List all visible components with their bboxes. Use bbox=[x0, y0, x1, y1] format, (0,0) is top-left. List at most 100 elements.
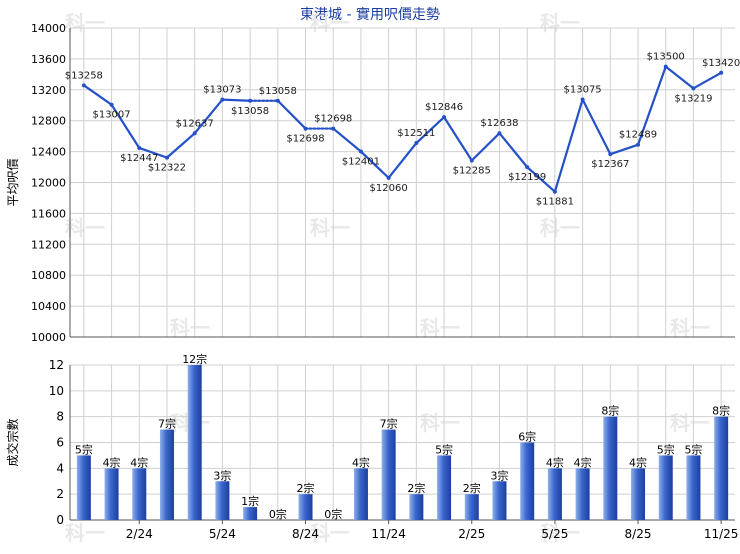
watermark-text: 科一 bbox=[540, 521, 580, 545]
volume-data-label: 1宗 bbox=[241, 494, 259, 508]
price-data-label: $12447 bbox=[120, 153, 158, 164]
price-y-tick-label: 10000 bbox=[31, 331, 66, 344]
volume-y-tick-label: 0 bbox=[56, 513, 64, 527]
price-data-label: $12367 bbox=[591, 159, 629, 170]
watermark-text: 科一 bbox=[540, 216, 580, 240]
price-data-label: $13500 bbox=[647, 52, 685, 63]
watermark-text: 科一 bbox=[310, 216, 350, 240]
watermark-text: 科一 bbox=[670, 411, 710, 435]
price-line-segment bbox=[553, 98, 584, 193]
price-y-tick-label: 12400 bbox=[31, 146, 66, 159]
volume-x-ticks: 2/24 5/24 8/24 11/24 2/25 5/25 8/25 11/25 bbox=[126, 520, 739, 541]
price-data-label: $12511 bbox=[397, 128, 435, 139]
volume-data-label: 3宗 bbox=[213, 468, 231, 482]
price-y-axis-label: 平均呎價 bbox=[6, 158, 20, 206]
price-point bbox=[81, 83, 86, 88]
volume-x-tick-label: 2/24 bbox=[126, 527, 153, 541]
price-data-label: $12401 bbox=[342, 157, 380, 168]
price-y-tick-label: 10800 bbox=[31, 269, 66, 282]
watermark-layer: 科一科一科一科一科一科一科一科一科一科一科一科一科一科一科一 bbox=[65, 11, 710, 545]
price-point bbox=[137, 145, 142, 150]
volume-data-label: 2宗 bbox=[407, 481, 425, 495]
price-point bbox=[469, 158, 474, 163]
price-data-label: $12285 bbox=[453, 165, 491, 176]
volume-x-tick-label: 2/25 bbox=[458, 527, 485, 541]
volume-bar bbox=[353, 468, 368, 520]
price-line-segment bbox=[636, 65, 667, 146]
volume-x-tick-label: 5/24 bbox=[209, 527, 236, 541]
volume-data-label: 4宗 bbox=[352, 455, 370, 469]
volume-y-tick-label: 4 bbox=[56, 461, 64, 475]
price-data-label: $12698 bbox=[314, 114, 352, 125]
watermark-text: 科一 bbox=[170, 316, 210, 340]
volume-data-label: 2宗 bbox=[463, 481, 481, 495]
price-y-tick-label: 12000 bbox=[31, 177, 66, 190]
price-line-segment bbox=[470, 132, 501, 162]
volume-data-label: 5宗 bbox=[684, 442, 702, 456]
price-line-segment bbox=[609, 143, 640, 156]
price-line-segment bbox=[82, 84, 113, 106]
volume-data-label: 4宗 bbox=[103, 455, 121, 469]
volume-x-tick-label: 11/25 bbox=[704, 527, 739, 541]
volume-bar bbox=[298, 494, 313, 520]
price-point bbox=[414, 141, 419, 146]
price-data-label: $13058 bbox=[259, 86, 297, 97]
volume-bar bbox=[437, 455, 452, 520]
volume-data-label: 5宗 bbox=[657, 442, 675, 456]
price-data-label: $11881 bbox=[536, 197, 574, 208]
watermark-text: 科一 bbox=[420, 411, 460, 435]
price-data-label: $12637 bbox=[176, 118, 214, 129]
volume-bar bbox=[104, 468, 119, 520]
price-point bbox=[220, 97, 225, 102]
price-y-tick-label: 10400 bbox=[31, 300, 66, 313]
price-line-segment bbox=[664, 65, 695, 90]
volume-data-labels: 5宗 4宗 4宗 7宗 12宗 3宗 1宗 0宗 2宗 0宗 4宗 7宗 2宗 5宗 2宗 3宗 6宗 4宗 4宗 8… bbox=[75, 352, 730, 521]
volume-data-label: 8宗 bbox=[601, 404, 619, 418]
price-data-label: $13073 bbox=[203, 85, 241, 96]
volume-bar bbox=[243, 507, 258, 520]
volume-bar bbox=[547, 468, 562, 520]
price-point bbox=[608, 152, 613, 157]
price-line-segment bbox=[359, 150, 390, 179]
chart-title: 東港城 - 實用呎價走勢 bbox=[300, 6, 440, 23]
volume-data-label: 12宗 bbox=[182, 352, 207, 366]
price-line-segment bbox=[498, 132, 529, 169]
price-point bbox=[386, 175, 391, 180]
price-line-segment bbox=[415, 116, 446, 145]
volume-bar bbox=[714, 416, 729, 520]
watermark-text: 科一 bbox=[310, 11, 350, 35]
watermark-text: 科一 bbox=[670, 316, 710, 340]
volume-bar bbox=[492, 481, 507, 520]
price-y-tick-label: 14000 bbox=[31, 22, 66, 35]
price-point bbox=[497, 131, 502, 136]
volume-data-label: 5宗 bbox=[75, 442, 93, 456]
price-data-label: $12846 bbox=[425, 102, 463, 113]
volume-data-label: 2宗 bbox=[297, 481, 315, 495]
price-y-tick-label: 11200 bbox=[31, 238, 66, 251]
price-line-segment bbox=[332, 127, 363, 153]
price-point bbox=[719, 70, 724, 75]
price-point bbox=[192, 131, 197, 136]
price-y-ticks: 10000 10400 10800 11200 11600 12000 12400 12800… bbox=[31, 22, 66, 344]
volume-data-label: 3宗 bbox=[490, 468, 508, 482]
price-line-segment bbox=[193, 98, 224, 135]
price-data-label: $12322 bbox=[148, 163, 186, 174]
volume-x-tick-label: 8/25 bbox=[625, 527, 652, 541]
price-point bbox=[303, 126, 308, 131]
watermark-text: 科一 bbox=[65, 11, 105, 35]
price-line-segment bbox=[526, 166, 556, 193]
volume-data-label: 5宗 bbox=[435, 442, 453, 456]
volume-data-label: 7宗 bbox=[380, 417, 398, 431]
volume-bar bbox=[464, 494, 479, 520]
volume-bar bbox=[520, 442, 535, 520]
price-data-label: $12489 bbox=[619, 130, 657, 141]
volume-bar bbox=[686, 455, 701, 520]
price-point bbox=[248, 98, 253, 103]
price-line-segment bbox=[442, 116, 473, 162]
volume-bar bbox=[132, 468, 147, 520]
price-data-label: $13420 bbox=[702, 58, 740, 69]
price-data-label: $13075 bbox=[564, 84, 602, 95]
price-point bbox=[275, 98, 280, 103]
volume-bar bbox=[187, 365, 202, 520]
